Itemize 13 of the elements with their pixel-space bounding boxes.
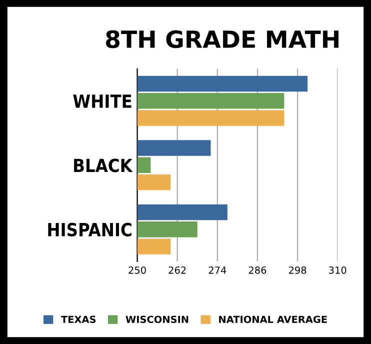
- x-tick-label: 274: [208, 266, 226, 274]
- y-tick-label: BLACK: [74, 158, 133, 172]
- x-tick-label: 298: [288, 266, 306, 274]
- y-tick-label: WHITE: [73, 94, 132, 108]
- legend-label: WISCONSIN: [126, 316, 188, 324]
- x-tick-label: 250: [128, 266, 146, 274]
- x-tick-label: 286: [248, 266, 266, 274]
- chart-title: 8TH GRADE MATH: [106, 30, 338, 48]
- legend-label: NATIONAL AVERAGE: [219, 316, 327, 324]
- x-tick-label: 310: [329, 266, 346, 274]
- legend-label: TEXAS: [61, 316, 96, 324]
- y-tick-label: HISPANIC: [48, 222, 132, 236]
- x-tick-label: 262: [168, 266, 186, 274]
